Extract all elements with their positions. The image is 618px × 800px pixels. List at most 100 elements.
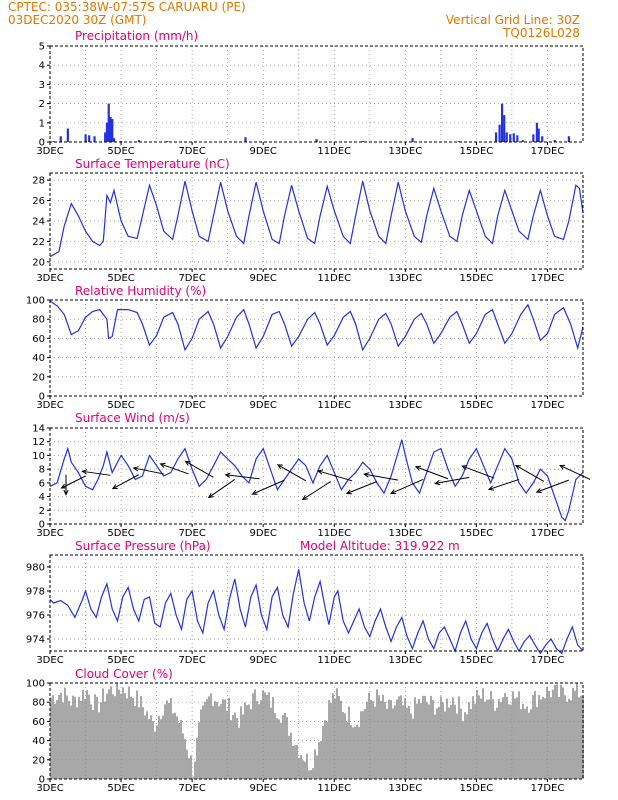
x-tick-label: 17DEC	[531, 273, 565, 284]
x-tick-label: 9DEC	[250, 783, 277, 794]
cloud-cover-bar	[512, 691, 514, 779]
wind-arrow	[559, 464, 591, 480]
cloud-cover-bar	[578, 697, 580, 779]
y-tick-label: 3	[39, 80, 45, 91]
cloud-cover-bar	[348, 706, 350, 779]
cloud-cover-bar	[122, 687, 124, 779]
wind-arrow	[390, 478, 424, 495]
cloud-cover-bar	[170, 698, 172, 779]
x-tick-label: 5DEC	[107, 783, 134, 794]
cloud-cover-bar	[460, 708, 462, 779]
cloud-cover-bar	[346, 721, 348, 779]
cloud-cover-bar	[88, 694, 90, 779]
cloud-cover-bar	[436, 708, 438, 779]
cloud-cover-bar	[370, 699, 372, 779]
cloud-cover-bar	[580, 695, 582, 779]
precipitation-bar	[93, 136, 96, 142]
cloud-cover-bar	[256, 700, 258, 779]
cloud-cover-bar	[226, 710, 228, 779]
cloud-cover-bar	[414, 697, 416, 779]
wind-arrow-shaft	[133, 467, 164, 475]
x-tick-label: 7DEC	[178, 655, 205, 666]
y-tick-label: 0	[39, 775, 45, 786]
cloud-cover-bar	[434, 714, 436, 779]
precipitation-bar	[411, 138, 414, 142]
y-axis: 974 976 978 980	[26, 563, 50, 646]
cloud-cover-bar	[146, 711, 148, 779]
cloud-cover-bar	[242, 714, 244, 779]
cloud-cover-bar	[506, 696, 508, 779]
cloud-cover-bar	[478, 695, 480, 779]
cloud-cover-bar	[136, 690, 138, 779]
cloud-cover-bar	[418, 699, 420, 779]
cloud-cover-bar	[476, 689, 478, 779]
cloud-cover-bar	[474, 703, 476, 779]
cloud-cover-bar	[182, 733, 184, 779]
precipitation-bar	[361, 141, 364, 142]
cloud-cover-bar	[456, 713, 458, 779]
x-tick-label: 9DEC	[250, 273, 277, 284]
precipitation-bars	[52, 103, 570, 142]
cloud-cover-bar	[550, 697, 552, 779]
cloud-cover-bar	[288, 735, 290, 779]
precipitation-bar	[553, 140, 556, 142]
cloud-cover-bar	[526, 706, 528, 779]
precipitation-bar	[532, 134, 535, 142]
cloud-cover-bar	[56, 700, 58, 779]
cloud-cover-bar	[372, 701, 374, 779]
plot-background	[50, 173, 583, 269]
cloud-cover-bar	[302, 760, 304, 779]
precipitation-bar	[166, 141, 169, 142]
wind-arrow-shaft	[346, 481, 378, 494]
cloud-cover-bar	[576, 683, 578, 779]
precipitation-bar	[315, 139, 318, 142]
y-tick-label: 976	[26, 611, 45, 622]
cloud-cover-bar	[498, 699, 500, 779]
cloud-cover-bar	[280, 722, 282, 779]
x-tick-label: 5DEC	[107, 400, 134, 411]
cloud-cover-bar	[152, 721, 154, 779]
wind-arrow-head	[251, 489, 258, 495]
cloud-cover-bar	[330, 703, 332, 779]
temperature-plot: 20 22 24 26 28 3DEC 5DEC 7DEC 9DEC 11DEC 13DEC 15DE…	[32, 172, 584, 284]
cloud-cover-bar	[166, 700, 168, 779]
cloud-cover-bar	[220, 704, 222, 779]
cloud-cover-bar	[118, 689, 120, 779]
y-tick-label: 8	[39, 465, 45, 476]
panel-wind: 0 2 4 6 8 10 12 14 3DEC 5DEC 7DEC 9DEC 11DEC 13DEC 15D…	[32, 411, 591, 539]
cloud-cover-bar	[238, 727, 240, 779]
cloud-cover-bar	[172, 713, 174, 779]
cloud-cover-bar	[134, 706, 136, 779]
x-tick-label: 3DEC	[36, 655, 63, 666]
wind-arrows	[60, 460, 591, 501]
cloud-cover-bar	[444, 711, 446, 779]
cloud-cover-bar	[312, 768, 314, 779]
cloud-cover-bar	[198, 722, 200, 779]
cloud-cover-plot: 0 20 40 60 80 100 3DEC 5DEC 7DEC 9DEC 11DEC 13DEC 15…	[26, 679, 584, 794]
y-tick-label: 10	[32, 451, 45, 462]
cloud-cover-bar	[268, 692, 270, 779]
x-tick-label: 17DEC	[531, 528, 565, 539]
wind-arrow-shaft	[277, 464, 307, 482]
cloud-cover-bar	[318, 742, 320, 779]
grid	[50, 555, 583, 651]
wind-arrow-shaft	[112, 474, 140, 490]
x-tick-label: 15DEC	[460, 783, 494, 794]
cloud-cover-bar	[300, 754, 302, 779]
x-axis: 3DEC 5DEC 7DEC 9DEC 11DEC 13DEC 15DEC 17DEC	[36, 779, 564, 794]
y-tick-label: 978	[26, 587, 45, 598]
cloud-cover-bar	[192, 776, 194, 779]
cloud-cover-bars	[50, 683, 584, 779]
cloud-cover-bar	[204, 701, 206, 779]
wind-plot: 0 2 4 6 8 10 12 14 3DEC 5DEC 7DEC 9DEC 11DEC 13DEC 15D…	[32, 424, 591, 539]
cloud-cover-bar	[522, 703, 524, 779]
x-tick-label: 3DEC	[36, 273, 63, 284]
cloud-cover-bar	[258, 704, 260, 779]
wind-arrow-head	[414, 465, 421, 471]
cloud-cover-bar	[224, 699, 226, 779]
plot-background	[50, 300, 583, 396]
x-tick-label: 15DEC	[460, 273, 494, 284]
cloud-cover-bar	[342, 711, 344, 779]
cloud-cover-bar	[440, 696, 442, 779]
cloud-cover-bar	[150, 715, 152, 779]
